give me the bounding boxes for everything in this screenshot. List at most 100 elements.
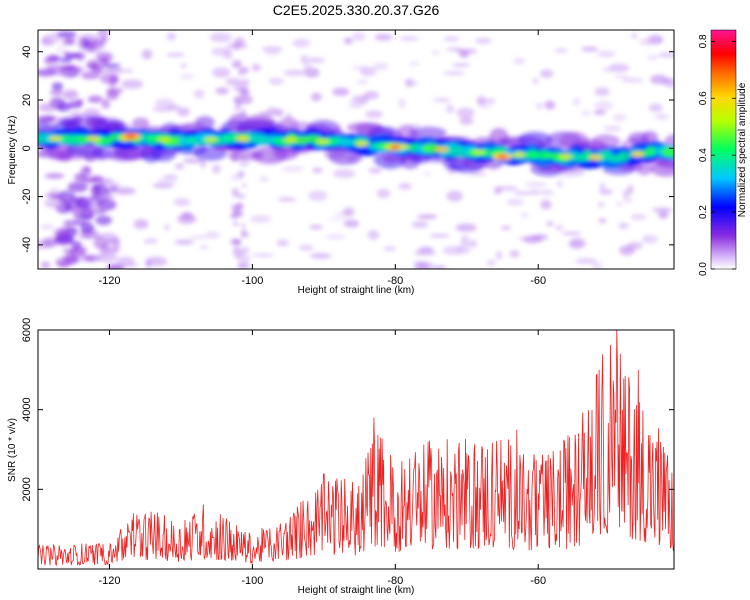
spectrogram-cell (459, 50, 470, 58)
spectrogram-cell (597, 201, 605, 208)
spectrogram-cell (442, 246, 464, 255)
x-tick-label: -60 (530, 575, 546, 587)
spectrogram-cell (56, 102, 71, 112)
spectrogram-cell (199, 157, 207, 169)
spectrogram-cell (181, 211, 193, 220)
spectrogram-cell (62, 248, 77, 253)
snr-x-label: Height of straight line (km) (298, 585, 415, 596)
spectrogram-cell (526, 149, 540, 160)
spectrogram-cell (367, 230, 379, 240)
spectrogram-cell (145, 256, 168, 267)
spectrogram-cell (411, 221, 429, 229)
snr-y-label: SNR (10 * v/v) (7, 418, 18, 482)
spectrogram-cell (55, 257, 73, 268)
spectrogram-cell (40, 261, 51, 269)
spectrogram-cell (62, 220, 72, 229)
spectrogram-cell (241, 183, 247, 188)
spectrogram-cell (233, 221, 239, 227)
spectrogram-cell (517, 237, 535, 240)
y-tick-label: 6000 (21, 318, 33, 342)
spectrogram-cell (103, 63, 121, 68)
spectrogram-cell (556, 180, 563, 188)
spectrogram-cell (240, 69, 249, 75)
spectrogram-cell (232, 43, 241, 49)
x-tick-label: -80 (387, 275, 403, 287)
spectrogram-cell (601, 67, 615, 72)
spectrogram-cell (435, 146, 449, 152)
spectrogram-cell (655, 113, 669, 121)
spectrogram-cell (310, 92, 322, 102)
spectrogram-x-label: Height of straight line (km) (298, 285, 415, 296)
colorbar-tick-label: 0.8 (698, 34, 709, 48)
spectrogram-cell (399, 35, 419, 42)
spectrogram-cell (638, 38, 658, 46)
colorbar-ticks: 0.0 0.2 0.4 0.6 0.8 (698, 34, 736, 276)
spectrogram-cell (62, 89, 79, 100)
spectrogram-cell (59, 65, 78, 71)
spectrogram-cell (599, 182, 606, 191)
spectrogram-cell (300, 54, 308, 64)
spectrogram-cell (281, 166, 304, 173)
spectrogram-cell (446, 190, 464, 202)
spectrogram-cell (109, 74, 119, 85)
spectrogram-cell (166, 32, 176, 41)
spectrogram-cell (432, 97, 452, 103)
spectrogram-cell (121, 79, 144, 89)
spectrogram-cell (240, 246, 250, 254)
spectrogram-cell (63, 37, 76, 46)
spectrogram-cell (357, 94, 369, 104)
snr-x-ticks: -120 -100 -80 -60 (98, 330, 546, 587)
spectrogram-cell (309, 225, 323, 230)
colorbar-label: Normalized spectral amplitude (737, 82, 748, 217)
x-tick-label: -120 (98, 275, 120, 287)
spectrogram-cell (343, 207, 355, 217)
spectrogram-cell (235, 101, 241, 108)
spectrogram-cell (67, 181, 88, 193)
spectrogram-cell (383, 246, 397, 251)
spectrogram-cell (589, 155, 602, 161)
spectrogram-cell (424, 171, 431, 176)
spectrogram-cell (421, 143, 441, 154)
spectrogram-cell (630, 213, 647, 221)
spectrogram-cell (143, 238, 159, 245)
spectrogram-cell (376, 188, 391, 199)
spectrogram-cell (49, 89, 64, 97)
spectrogram-cell (325, 234, 346, 240)
y-tick-label: 4000 (21, 397, 33, 421)
spectrogram-cell (292, 38, 311, 48)
spectrogram-cell (239, 261, 250, 269)
spectrogram-y-label: Frequency (Hz) (7, 116, 18, 185)
spectrogram-cell (352, 32, 366, 41)
spectrogram-cell (520, 213, 529, 217)
spectrogram-cell (85, 196, 97, 202)
spectrogram-cell (232, 209, 244, 214)
spectrogram-cell (259, 176, 270, 182)
spectrogram-cell (51, 82, 64, 91)
spectrogram-cell (365, 110, 383, 119)
spectrogram-cell (276, 239, 289, 247)
spectrogram-cell (44, 56, 52, 65)
spectrogram-cell (398, 98, 406, 109)
colorbar-scale (710, 29, 737, 270)
spectrogram-cell (337, 137, 356, 147)
spectrogram-cell (241, 223, 246, 228)
spectrogram-cell (206, 231, 220, 238)
spectrogram-cell (83, 166, 91, 173)
spectrogram-cell (483, 98, 496, 104)
snr-frame (37, 329, 675, 570)
spectrogram-cell (613, 75, 630, 79)
spectrogram-cell (163, 224, 171, 231)
spectrogram-cell (468, 240, 477, 248)
spectrogram-cell (133, 219, 149, 230)
spectrogram-cell (182, 158, 203, 164)
spectrogram-cell (111, 241, 121, 253)
spectrogram-cell (329, 217, 348, 221)
x-tick-label: -100 (241, 275, 263, 287)
spectrogram-cell (70, 240, 82, 249)
spectrogram-cell (641, 235, 658, 244)
spectrogram-cell (455, 223, 477, 232)
spectrogram-cell (58, 57, 73, 63)
spectrogram-cell (209, 32, 232, 43)
spectrogram-cell (98, 232, 119, 242)
spectrogram-frame (37, 29, 675, 270)
